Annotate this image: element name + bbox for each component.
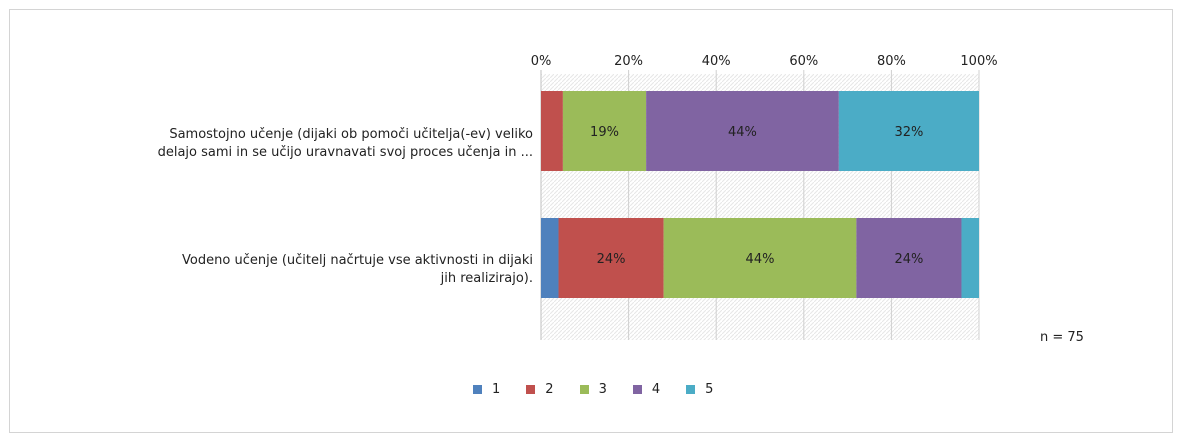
category-label-1-line-2: jih realizirajo).	[440, 271, 533, 286]
x-tick-label-3: 60%	[789, 54, 818, 69]
sample-size-note: n = 75	[1040, 330, 1084, 345]
category-label-0: Samostojno učenje (dijaki ob pomoči učit…	[63, 126, 533, 162]
legend-label-4: 4	[651, 382, 661, 397]
legend-swatch-3	[579, 385, 589, 394]
data-label-0-4: 32%	[894, 125, 923, 140]
x-axis: 0% 20% 40% 60% 80% 100%	[531, 54, 998, 340]
data-label-0-3: 44%	[728, 125, 757, 140]
legend-label-1: 1	[492, 382, 501, 397]
category-label-0-line-2: delajo sami in se učijo uravnavati svoj …	[157, 145, 533, 160]
data-label-1-3: 24%	[894, 252, 923, 267]
category-label-0-line-1: Samostojno učenje (dijaki ob pomoči učit…	[169, 127, 533, 142]
legend-item-5: 5	[686, 382, 713, 397]
data-label-0-2: 19%	[590, 125, 619, 140]
bar-0-series-4	[646, 91, 839, 171]
bar-1-series-1	[541, 218, 559, 298]
x-tick-label-4: 80%	[877, 54, 906, 69]
bar-0-series-3	[562, 91, 647, 171]
bar-chart: 0% 20% 40% 60% 80% 100% 19% 44% 32% 24% 44% 24%	[531, 54, 998, 340]
data-label-1-1: 24%	[597, 252, 626, 267]
legend-swatch-1	[473, 385, 482, 394]
category-label-1: Vodeno učenje (učitelj načrtuje vse akti…	[63, 252, 533, 288]
data-labels: 19% 44% 32% 24% 44% 24%	[590, 125, 923, 267]
data-label-1-2: 44%	[746, 252, 775, 267]
x-tick-label-2: 40%	[702, 54, 731, 69]
x-tick-label-5: 100%	[960, 54, 997, 69]
bars	[541, 91, 979, 298]
bar-1-series-5	[961, 218, 979, 298]
bar-1-series-4	[856, 218, 962, 298]
chart-frame: 0% 20% 40% 60% 80% 100% 19% 44% 32% 24% 44% 24% Sa…	[9, 9, 1173, 433]
x-tick-label-1: 20%	[614, 54, 643, 69]
legend-item-2: 2	[526, 382, 554, 397]
legend: 1 2 3 4 5	[473, 382, 739, 397]
bar-1-series-3	[663, 218, 857, 298]
bar-1-series-2	[558, 218, 664, 298]
legend-label-5: 5	[705, 382, 714, 397]
legend-label-3: 3	[598, 382, 607, 397]
bar-0-series-5	[838, 91, 979, 171]
legend-swatch-2	[526, 385, 536, 394]
legend-item-3: 3	[579, 382, 607, 397]
category-label-1-line-1: Vodeno učenje (učitelj načrtuje vse akti…	[182, 253, 533, 268]
bar-0-series-2	[541, 91, 563, 171]
legend-label-2: 2	[545, 382, 554, 397]
legend-swatch-5	[686, 385, 696, 394]
legend-item-1: 1	[473, 382, 500, 397]
legend-swatch-4	[632, 385, 642, 394]
x-tick-label-0: 0%	[531, 54, 552, 69]
legend-item-4: 4	[632, 382, 661, 397]
